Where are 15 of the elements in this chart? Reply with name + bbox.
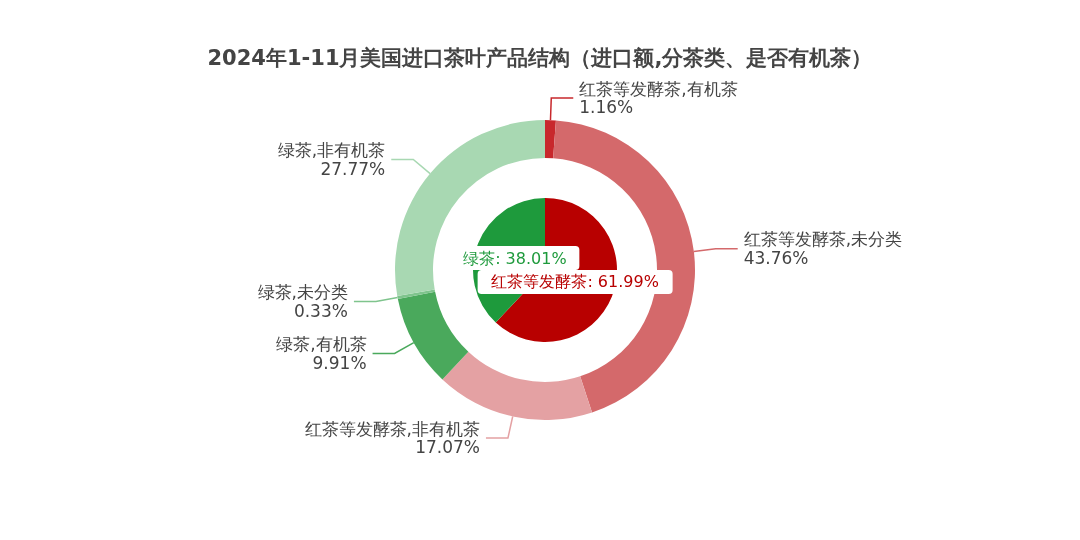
data-label: 1.16% (579, 97, 634, 118)
slice-label: 红茶等发酵茶: 61.99% (491, 272, 659, 292)
slice-label: 绿茶,非有机茶 (277, 140, 386, 161)
data-label: 17.07% (415, 437, 480, 458)
slice-label: 绿茶: 38.01% (463, 248, 567, 268)
slice-label: 绿茶,未分类 (257, 282, 348, 303)
data-label: 43.76% (743, 248, 809, 269)
data-label: 9.91% (312, 352, 367, 373)
slice-label: 红茶等发酵茶,非有机茶 (304, 418, 480, 439)
slice-label: 红茶等发酵茶,有机茶 (579, 78, 738, 99)
slice-label: 红茶等发酵茶,未分类 (743, 229, 903, 250)
data-label: 27.77% (320, 158, 386, 179)
chart-title: 2024年1-11月美国进口茶叶产品结构（进口额,分茶类、是否有机茶） (206, 45, 874, 72)
data-label: 0.33% (293, 300, 348, 321)
slice-label: 绿茶,有机茶 (276, 333, 367, 354)
